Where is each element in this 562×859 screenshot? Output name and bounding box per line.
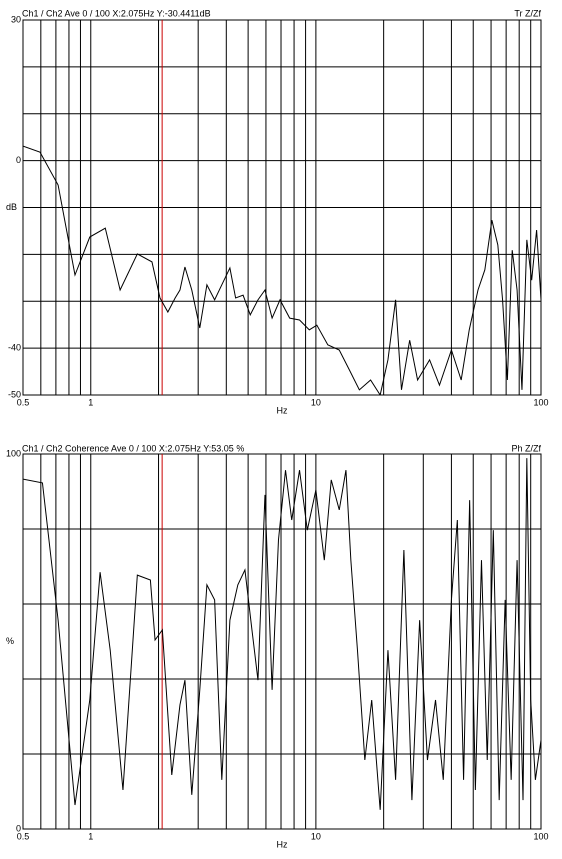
trace-label: Tr Z/Zf xyxy=(514,8,541,18)
plot-area xyxy=(23,454,541,829)
x-tick-label: 10 xyxy=(311,831,321,841)
x-tick-label: 0.5 xyxy=(17,831,30,841)
y-axis-label: % xyxy=(6,636,14,646)
x-tick-label: 10 xyxy=(311,397,321,407)
x-tick-label: 1 xyxy=(88,397,93,407)
y-tick-label: 0 xyxy=(16,823,21,833)
chart-title: Ch1 / Ch2 Ave 0 / 100 X:2.075Hz Y:-30.44… xyxy=(22,8,211,18)
y-tick-label: -40 xyxy=(8,343,21,353)
x-tick-label: 100 xyxy=(533,831,548,841)
chart-title: Ch1 / Ch2 Coherence Ave 0 / 100 X:2.075H… xyxy=(22,443,244,453)
x-tick-label: 0.5 xyxy=(17,397,30,407)
x-tick-label: 100 xyxy=(533,397,548,407)
y-tick-label: 30 xyxy=(11,14,21,24)
y-tick-label: 100 xyxy=(6,448,21,458)
trace-label: Ph Z/Zf xyxy=(511,443,541,453)
plot-frame xyxy=(22,453,542,830)
x-axis-label: Hz xyxy=(277,839,288,849)
y-tick-label: -50 xyxy=(8,389,21,399)
x-tick-label: 1 xyxy=(88,831,93,841)
data-line xyxy=(23,145,541,395)
x-axis-label: Hz xyxy=(277,405,288,415)
data-line xyxy=(23,458,541,810)
y-tick-label: 0 xyxy=(16,155,21,165)
plot-frame xyxy=(22,19,542,396)
y-axis-label: dB xyxy=(6,202,17,212)
plot-area xyxy=(23,20,541,395)
